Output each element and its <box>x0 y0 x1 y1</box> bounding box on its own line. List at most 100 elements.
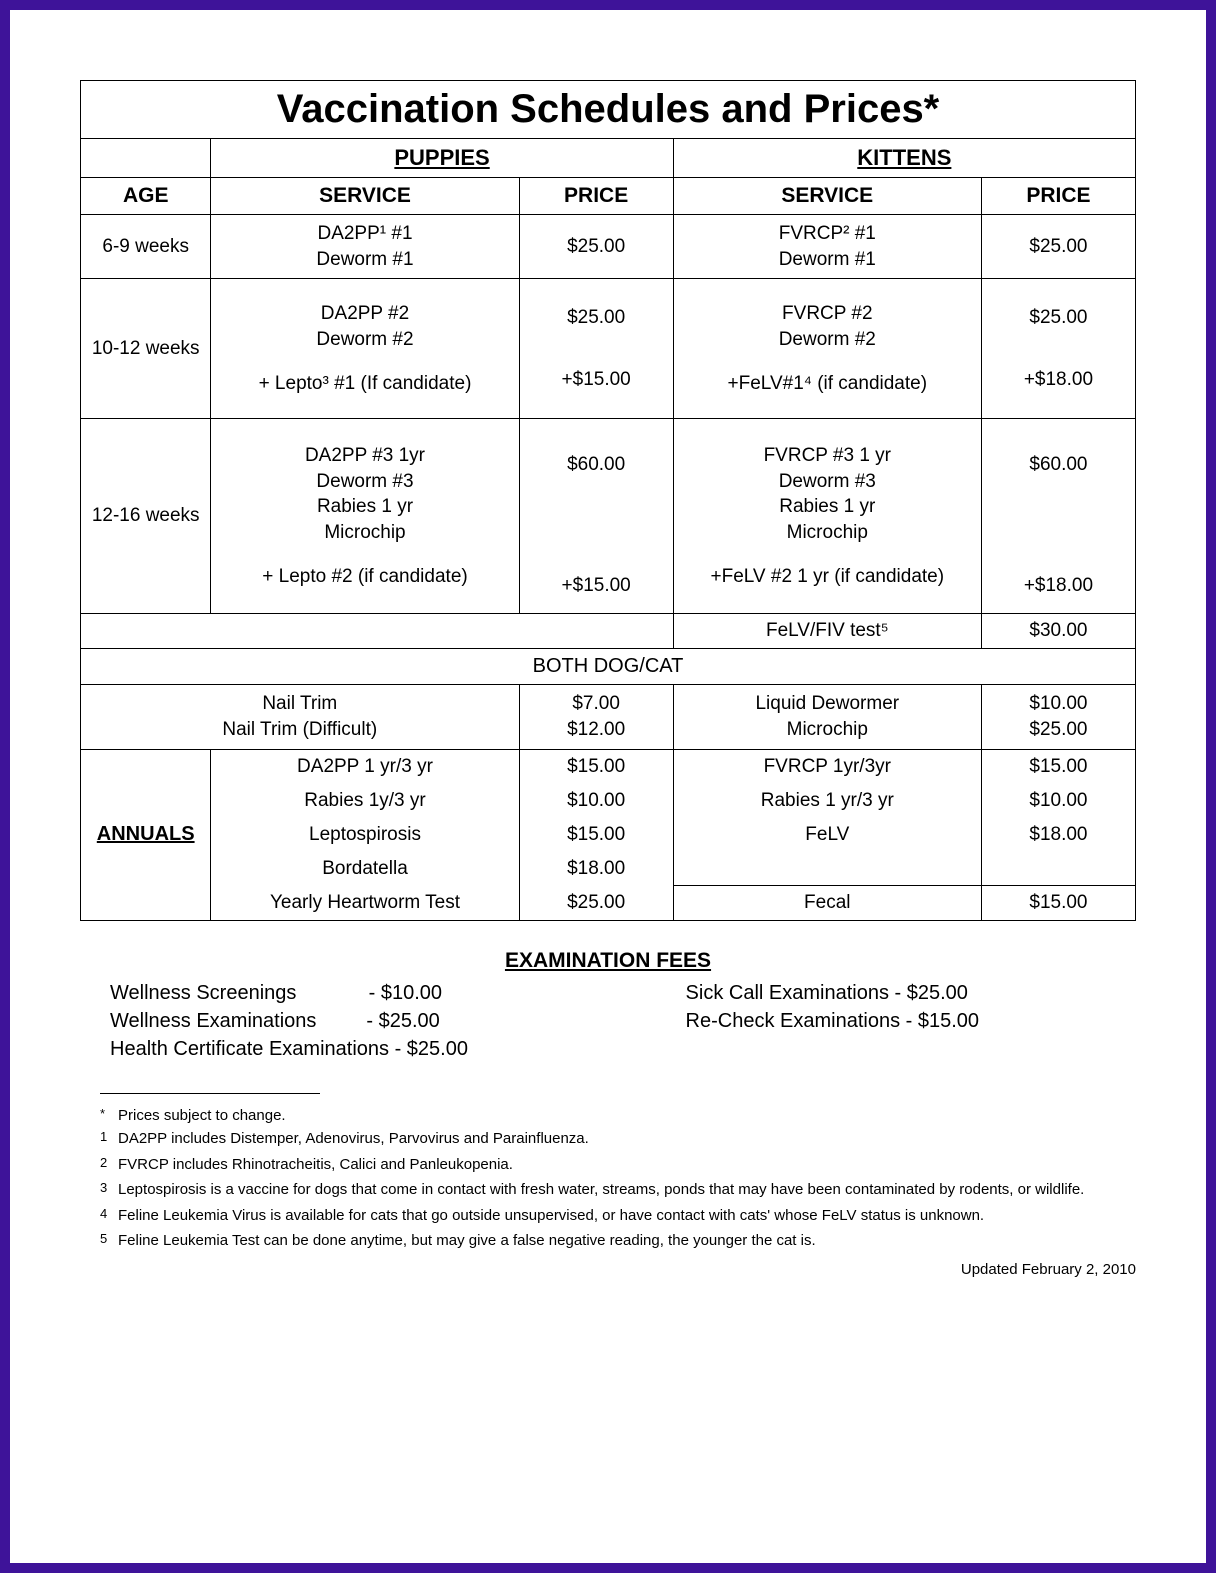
dog-annual-s1: DA2PP 1 yr/3 yr <box>211 749 519 784</box>
cat-annual-s3: FeLV <box>673 818 981 852</box>
cat-annual-blank-s <box>673 852 981 886</box>
exam-l2: Wellness Examinations - $25.00 <box>110 1007 606 1035</box>
sheet: Vaccination Schedules and Prices* PUPPIE… <box>80 80 1136 1278</box>
pup-price-3-extra: +$15.00 <box>528 573 665 599</box>
table-title: Vaccination Schedules and Prices* <box>81 81 1136 139</box>
dog-annual-s2: Rabies 1y/3 yr <box>211 784 519 818</box>
pup-price-header: PRICE <box>519 178 673 215</box>
exam-l3: Health Certificate Examinations - $25.00 <box>110 1035 606 1063</box>
kit-service-header: SERVICE <box>673 178 981 215</box>
updated-date: Updated February 2, 2010 <box>100 1261 1136 1278</box>
footnotes: *Prices subject to change. 1DA2PP includ… <box>80 1093 1136 1278</box>
pup-service-3-extra: + Lepto #2 (if candidate) <box>219 564 510 590</box>
dog-annual-s5: Yearly Heartworm Test <box>211 886 519 921</box>
dog-annual-s3: Leptospirosis <box>211 818 519 852</box>
table-title-row: Vaccination Schedules and Prices* <box>81 81 1136 139</box>
cat-annual-s2: Rabies 1 yr/3 yr <box>673 784 981 818</box>
pup-service-3: DA2PP #3 1yrDeworm #3Rabies 1 yrMicrochi… <box>211 419 519 614</box>
kit-price-3: $60.00 +$18.00 <box>981 419 1135 614</box>
page-frame: Vaccination Schedules and Prices* PUPPIE… <box>0 0 1216 1573</box>
pup-price-2-extra: +$15.00 <box>528 367 665 393</box>
age-header: AGE <box>81 178 211 215</box>
kit-price-3-main: $60.00 <box>990 452 1127 478</box>
exam-right-col: Sick Call Examinations - $25.00 Re-Check… <box>606 979 1136 1063</box>
kit-service-3: FVRCP #3 1 yrDeworm #3Rabies 1 yrMicroch… <box>673 419 981 614</box>
kit-service-2: FVRCP #2Deworm #2 +FeLV#1⁴ (if candidate… <box>673 279 981 419</box>
felv-blank <box>81 614 674 649</box>
pup-service-1: DA2PP¹ #1Deworm #1 <box>211 215 519 279</box>
both-left-service: Nail TrimNail Trim (Difficult) <box>81 685 520 749</box>
kit-service-3-extra: +FeLV #2 1 yr (if candidate) <box>682 564 973 590</box>
blank-cell <box>81 139 211 178</box>
age-6-9: 6-9 weeks <box>81 215 211 279</box>
exam-left-col: Wellness Screenings - $10.00 Wellness Ex… <box>110 979 606 1063</box>
kit-service-2-extra: +FeLV#1⁴ (if candidate) <box>682 371 973 397</box>
fn-2: FVRCP includes Rhinotracheitis, Calici a… <box>118 1153 513 1178</box>
cat-annual-p1: $15.00 <box>981 749 1135 784</box>
schedule-table: Vaccination Schedules and Prices* PUPPIE… <box>80 80 1136 921</box>
footnote-rule <box>100 1093 320 1094</box>
fn-star: Prices subject to change. <box>118 1104 286 1127</box>
exam-title: EXAMINATION FEES <box>80 949 1136 973</box>
felv-price: $30.00 <box>981 614 1135 649</box>
row-annuals-5: Yearly Heartworm Test $25.00 Fecal $15.0… <box>81 886 1136 921</box>
footnote-2: 2FVRCP includes Rhinotracheitis, Calici … <box>100 1153 1136 1178</box>
cat-annual-blank-p <box>981 852 1135 886</box>
kit-service-3-main: FVRCP #3 1 yrDeworm #3Rabies 1 yrMicroch… <box>682 443 973 546</box>
puppies-header: PUPPIES <box>211 139 673 178</box>
pup-price-3: $60.00 +$15.00 <box>519 419 673 614</box>
pup-service-header: SERVICE <box>211 178 519 215</box>
pup-price-2: $25.00 +$15.00 <box>519 279 673 419</box>
both-right-price: $10.00$25.00 <box>981 685 1135 749</box>
pup-service-3-main: DA2PP #3 1yrDeworm #3Rabies 1 yrMicrochi… <box>219 443 510 546</box>
fn-1: DA2PP includes Distemper, Adenovirus, Pa… <box>118 1127 589 1152</box>
cat-annual-p3: $18.00 <box>981 818 1135 852</box>
kit-price-2-extra: +$18.00 <box>990 367 1127 393</box>
felv-service: FeLV/FIV test⁵ <box>673 614 981 649</box>
exam-columns: Wellness Screenings - $10.00 Wellness Ex… <box>80 979 1136 1063</box>
cat-annual-s1: FVRCP 1yr/3yr <box>673 749 981 784</box>
row-10-12-weeks: 10-12 weeks DA2PP #2Deworm #2 + Lepto³ #… <box>81 279 1136 419</box>
row-annuals-4: Bordatella $18.00 <box>81 852 1136 886</box>
both-right-service: Liquid DewormerMicrochip <box>673 685 981 749</box>
footnote-star: *Prices subject to change. <box>100 1104 1136 1127</box>
fn-3: Leptospirosis is a vaccine for dogs that… <box>118 1178 1084 1203</box>
annuals-label: ANNUALS <box>81 749 211 921</box>
row-both-label: BOTH DOG/CAT <box>81 649 1136 685</box>
pup-service-2-main: DA2PP #2Deworm #2 <box>219 301 510 352</box>
dog-annual-s4: Bordatella <box>211 852 519 886</box>
exam-r1: Sick Call Examinations - $25.00 <box>686 979 1136 1007</box>
age-10-12: 10-12 weeks <box>81 279 211 419</box>
footnote-1: 1DA2PP includes Distemper, Adenovirus, P… <box>100 1127 1136 1152</box>
age-12-16: 12-16 weeks <box>81 419 211 614</box>
group-header-row: PUPPIES KITTENS <box>81 139 1136 178</box>
pup-service-2: DA2PP #2Deworm #2 + Lepto³ #1 (If candid… <box>211 279 519 419</box>
dog-annual-p4: $18.00 <box>519 852 673 886</box>
fn-5: Feline Leukemia Test can be done anytime… <box>118 1229 816 1254</box>
exam-r2: Re-Check Examinations - $15.00 <box>686 1007 1136 1035</box>
fn-4: Feline Leukemia Virus is available for c… <box>118 1204 984 1229</box>
row-felv-test: FeLV/FIV test⁵ $30.00 <box>81 614 1136 649</box>
col-header-row: AGE SERVICE PRICE SERVICE PRICE <box>81 178 1136 215</box>
kit-service-1: FVRCP² #1Deworm #1 <box>673 215 981 279</box>
dog-annual-p3: $15.00 <box>519 818 673 852</box>
kit-price-1: $25.00 <box>981 215 1135 279</box>
pup-service-2-extra: + Lepto³ #1 (If candidate) <box>219 371 510 397</box>
row-both: Nail TrimNail Trim (Difficult) $7.00$12.… <box>81 685 1136 749</box>
examination-fees: EXAMINATION FEES Wellness Screenings - $… <box>80 949 1136 1063</box>
footnote-3: 3Leptospirosis is a vaccine for dogs tha… <box>100 1178 1136 1203</box>
cat-annual-p4: $15.00 <box>981 886 1135 921</box>
row-6-9-weeks: 6-9 weeks DA2PP¹ #1Deworm #1 $25.00 FVRC… <box>81 215 1136 279</box>
dog-annual-p5: $25.00 <box>519 886 673 921</box>
kit-price-3-extra: +$18.00 <box>990 573 1127 599</box>
exam-l1: Wellness Screenings - $10.00 <box>110 979 606 1007</box>
kittens-header: KITTENS <box>673 139 1135 178</box>
dog-annual-p1: $15.00 <box>519 749 673 784</box>
cat-annual-p2: $10.00 <box>981 784 1135 818</box>
dog-annual-p2: $10.00 <box>519 784 673 818</box>
row-annuals-3: Leptospirosis $15.00 FeLV $18.00 <box>81 818 1136 852</box>
both-label: BOTH DOG/CAT <box>81 649 1136 685</box>
cat-annual-s4: Fecal <box>673 886 981 921</box>
row-12-16-weeks: 12-16 weeks DA2PP #3 1yrDeworm #3Rabies … <box>81 419 1136 614</box>
footnote-5: 5Feline Leukemia Test can be done anytim… <box>100 1229 1136 1254</box>
